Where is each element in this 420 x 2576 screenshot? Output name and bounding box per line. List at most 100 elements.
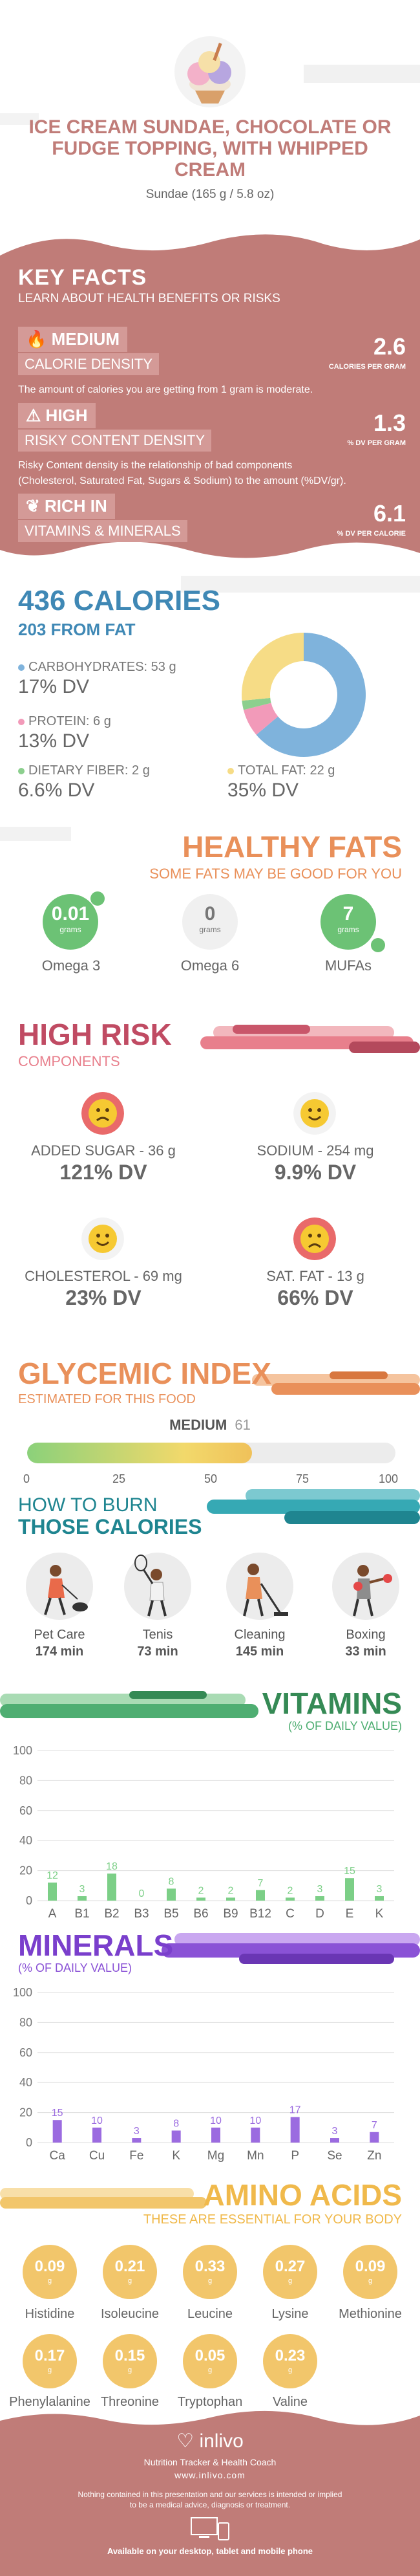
gi-tick: 100 bbox=[379, 1472, 399, 1485]
risky-desc: Risky Content density is the relationshi… bbox=[18, 460, 293, 471]
calories-section: 436 CALORIES 203 FROM FAT CARBOHYDRATES:… bbox=[0, 569, 420, 841]
decorative-stripes bbox=[162, 1933, 420, 1964]
flame-icon: 🔥 bbox=[26, 329, 47, 349]
glycemic-value: 61 bbox=[235, 1417, 251, 1433]
carbs-dv: 17% DV bbox=[18, 676, 90, 697]
threonine-name: Threonine bbox=[100, 2395, 160, 2409]
mineral-category-label: Cu bbox=[89, 2149, 105, 2163]
boxing-name: Boxing bbox=[346, 1628, 386, 1642]
mineral-ytick: 60 bbox=[19, 2046, 32, 2059]
footer-disclaimer: Nothing contained in this presentation a… bbox=[0, 2489, 420, 2510]
vitamin-bar bbox=[375, 1896, 384, 1901]
vitamin-category-label: D bbox=[315, 1907, 324, 1921]
valine-name: Valine bbox=[272, 2395, 308, 2409]
vitamin-ytick: 100 bbox=[13, 1744, 32, 1757]
vitamin-bar bbox=[226, 1897, 235, 1901]
footer-url[interactable]: www.inlivo.com bbox=[174, 2470, 246, 2480]
mineral-value-label: 7 bbox=[372, 2120, 377, 2131]
fat-label: TOTAL FAT: 22 g bbox=[238, 763, 335, 778]
valine-bubble: 0.23 g bbox=[263, 2334, 317, 2388]
isoleucine-name: Isoleucine bbox=[100, 2307, 160, 2321]
amino-value: 0.15 bbox=[114, 2347, 145, 2364]
added-sugar-label: ADDED SUGAR - 36 g bbox=[31, 1142, 176, 1159]
cholesterol-label: CHOLESTEROL - 69 mg bbox=[25, 1268, 182, 1284]
omega3-bubble: 0.01 grams bbox=[43, 894, 98, 950]
omega6-name: Omega 6 bbox=[180, 957, 240, 974]
added-sugar-dv: 121% DV bbox=[59, 1161, 147, 1184]
dog-walker-icon bbox=[26, 1553, 93, 1620]
burn-title-2: THOSE CALORIES bbox=[18, 1515, 202, 1538]
rich-value: 6.1 bbox=[373, 500, 406, 527]
key-facts-section: KEY FACTS LEARN ABOUT HEALTH BENEFITS OR… bbox=[0, 230, 420, 566]
glycemic-level-text: MEDIUM bbox=[169, 1417, 227, 1433]
mineral-category-label: P bbox=[291, 2149, 299, 2163]
mineral-category-label: Se bbox=[327, 2149, 342, 2163]
mineral-value-label: 10 bbox=[91, 2115, 103, 2126]
threonine-bubble: 0.15 g bbox=[103, 2334, 157, 2388]
warning-icon: ⚠ bbox=[26, 406, 41, 425]
mineral-value-label: 17 bbox=[289, 2105, 301, 2116]
vitamin-value-label: 8 bbox=[169, 1876, 174, 1887]
vitamin-value-label: 12 bbox=[47, 1870, 58, 1881]
amino-unit: g bbox=[47, 2366, 52, 2374]
vitamin-bar bbox=[196, 1897, 205, 1901]
vitamin-value-label: 2 bbox=[228, 1885, 234, 1896]
amino-unit: g bbox=[207, 2277, 213, 2285]
omega3-value: 0.01 bbox=[51, 903, 90, 924]
amino-unit: g bbox=[47, 2277, 52, 2285]
vitamin-category-label: B1 bbox=[74, 1907, 89, 1921]
vitamin-bar bbox=[48, 1883, 57, 1901]
burn-section: HOW TO BURN THOSE CALORIES Pet Care 174 … bbox=[0, 1475, 420, 1727]
calorie-value: 2.6 bbox=[373, 333, 406, 360]
vitamin-value-label: 2 bbox=[288, 1885, 293, 1896]
heart-icon: ♡ bbox=[176, 2430, 194, 2452]
vitamin-value-label: 18 bbox=[106, 1861, 118, 1872]
vitamin-bar bbox=[286, 1897, 295, 1901]
risky-value: 1.3 bbox=[373, 409, 406, 436]
gi-tick: 50 bbox=[204, 1472, 218, 1485]
brand-name: inlivo bbox=[199, 2430, 244, 2452]
decorative-stripes bbox=[207, 1489, 420, 1524]
amino-title: AMINO ACIDS bbox=[203, 2178, 402, 2212]
food-title: ICE CREAM SUNDAE, CHOCOLATE OR FUDGE TOP… bbox=[0, 116, 420, 180]
mineral-bar bbox=[251, 2127, 260, 2143]
pet-care-time: 174 min bbox=[35, 1644, 84, 1659]
glycemic-level: MEDIUM 61 bbox=[0, 1417, 420, 1434]
amino-subtitle: THESE ARE ESSENTIAL FOR YOUR BODY bbox=[143, 2212, 402, 2227]
title-line: CREAM bbox=[174, 159, 246, 180]
rich-level: RICH IN bbox=[45, 496, 107, 516]
calorie-label: CALORIE DENSITY bbox=[18, 353, 160, 375]
vitamin-category-label: B5 bbox=[163, 1907, 178, 1921]
from-fat: 203 FROM FAT bbox=[18, 620, 136, 639]
rich-unit: % DV PER CALORIE bbox=[337, 530, 406, 538]
calorie-unit: CALORIES PER GRAM bbox=[328, 363, 406, 371]
mineral-ytick: 80 bbox=[19, 2016, 32, 2029]
mineral-category-label: Ca bbox=[50, 2149, 66, 2163]
sat-fat-label: SAT. FAT - 13 g bbox=[266, 1268, 364, 1284]
mineral-category-label: Mn bbox=[247, 2149, 264, 2163]
vitamin-ytick: 60 bbox=[19, 1804, 32, 1817]
minerals-section: MINERALS (% OF DAILY VALUE) 0 20 40 60 80 100… bbox=[0, 1915, 420, 2187]
mineral-value-label: 8 bbox=[173, 2118, 179, 2129]
fiber-dot bbox=[18, 768, 25, 774]
amino-unit: g bbox=[288, 2277, 293, 2285]
sodium-dv: 9.9% DV bbox=[274, 1161, 357, 1184]
protein-label: PROTEIN: 6 g bbox=[28, 714, 111, 728]
pet-care-name: Pet Care bbox=[34, 1628, 85, 1642]
mineral-value-label: 10 bbox=[249, 2115, 261, 2126]
fat-legend: TOTAL FAT: 22 g 35% DV bbox=[227, 763, 335, 802]
amino-value: 0.23 bbox=[275, 2347, 306, 2364]
mineral-bar bbox=[211, 2127, 220, 2143]
mineral-ytick: 40 bbox=[19, 2076, 32, 2089]
vitamin-category-label: A bbox=[48, 1907, 57, 1921]
amino-section: AMINO ACIDS THESE ARE ESSENTIAL FOR YOUR… bbox=[0, 2161, 420, 2409]
happy-face-icon bbox=[293, 1092, 336, 1135]
vitamin-category-label: B12 bbox=[249, 1907, 271, 1921]
minerals-bar-chart: 0 20 40 60 80 100 15 Ca 10 Cu 3 Fe 8 K 10 Mg 10 Mn 17 P 3 Se 7… bbox=[13, 1986, 394, 2163]
vitamin-bar bbox=[78, 1896, 87, 1901]
omega6-bubble: 0 grams bbox=[182, 894, 238, 950]
mineral-bar bbox=[171, 2130, 181, 2143]
header: ICE CREAM SUNDAE, CHOCOLATE OR FUDGE TOP… bbox=[0, 0, 420, 230]
mufa-name: MUFAs bbox=[324, 957, 372, 974]
amino-value: 0.09 bbox=[355, 2258, 386, 2275]
